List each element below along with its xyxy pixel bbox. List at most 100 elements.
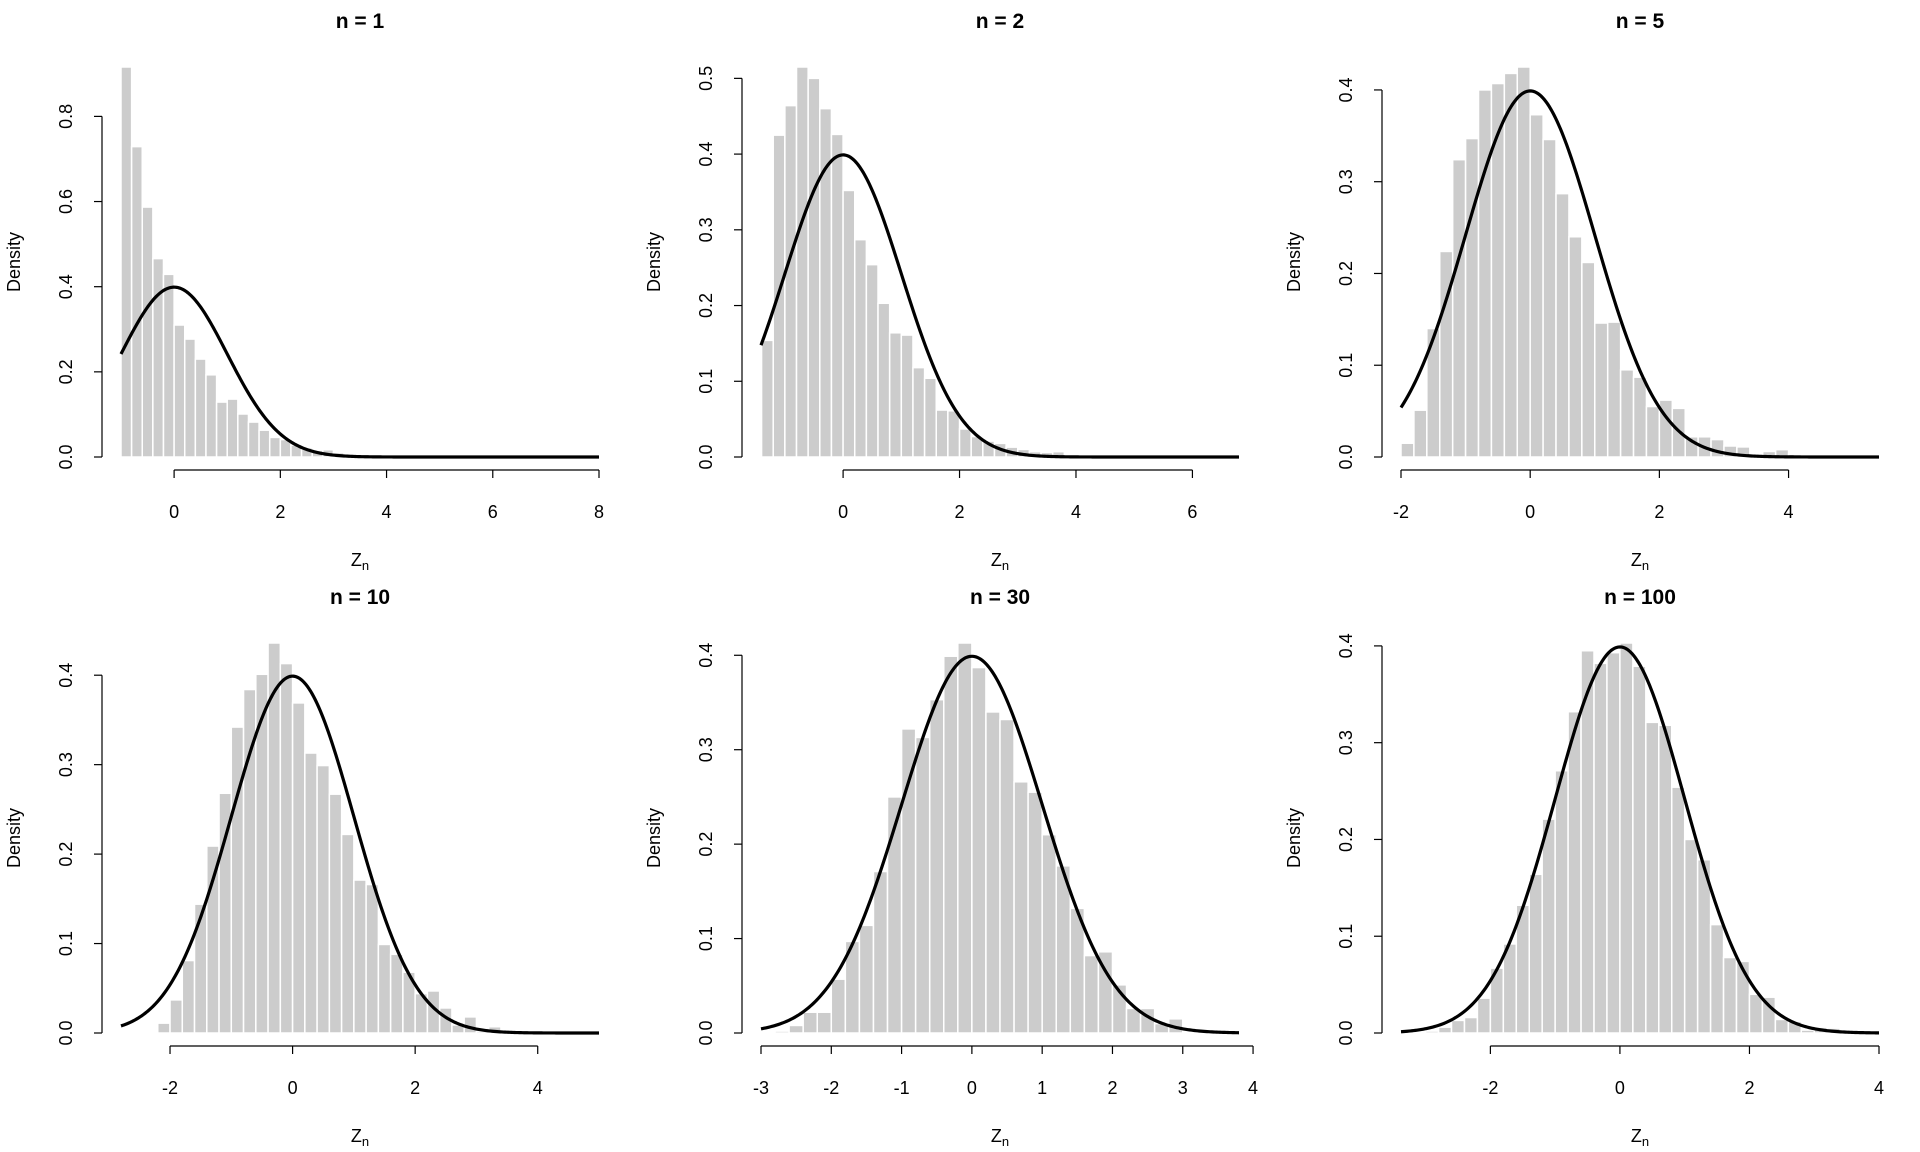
- panel-title: n = 5: [1616, 10, 1665, 33]
- histogram-bar: [957, 642, 973, 1034]
- histogram-bar: [144, 1031, 159, 1034]
- histogram-bar: [807, 77, 821, 458]
- y-axis-label: Density: [644, 232, 664, 292]
- y-tick-label: 0.6: [56, 189, 76, 214]
- histogram-bar: [1581, 261, 1596, 458]
- histogram-bar: [900, 728, 917, 1034]
- y-tick-label: 0.8: [56, 104, 76, 129]
- histogram-bar: [1632, 665, 1647, 1034]
- histogram-bar: [795, 66, 809, 458]
- x-tick-label: 0: [838, 502, 848, 522]
- histogram-bar: [1529, 113, 1544, 458]
- histogram-bar: [816, 1011, 833, 1034]
- bars: [1424, 642, 1841, 1034]
- histogram-bar: [226, 398, 239, 458]
- histogram-bar: [1476, 997, 1492, 1034]
- x-tick-label: 2: [955, 502, 965, 522]
- histogram-bar: [1632, 376, 1648, 458]
- histogram-bar: [1542, 138, 1557, 458]
- x-tick-label: 4: [382, 502, 392, 522]
- histogram-bar: [865, 263, 879, 458]
- y-tick-label: 0.5: [696, 66, 716, 91]
- histogram-bar: [914, 736, 931, 1034]
- histogram-panel-6: n = 100 0.0 0.1 0.2 0.3 0.4 Density -2 0 2 4 Zn: [1284, 586, 1884, 1149]
- histogram-bar: [291, 702, 306, 1034]
- histogram-panel-1: n = 1 0.0 0.2 0.4 0.6 0.8 Density 0 2 4 6 8 Zn: [4, 10, 604, 573]
- y-tick-label: 0.1: [56, 931, 76, 956]
- x-tick-label: 1: [1037, 1078, 1047, 1098]
- histogram-bar: [1645, 405, 1661, 458]
- y-tick-label: 0.2: [56, 842, 76, 867]
- x-tick-label: -1: [894, 1078, 910, 1098]
- histogram-bar: [1182, 1031, 1198, 1034]
- histogram-bar: [928, 698, 945, 1034]
- histogram-bar: [802, 1011, 818, 1034]
- histogram-bar: [218, 792, 233, 1034]
- histogram-bar: [877, 302, 891, 458]
- histogram-panel-4: n = 10 0.0 0.1 0.2 0.3 0.4 Density -2 0 2 4 Zn: [4, 586, 599, 1149]
- normal-density-curve: [119, 285, 599, 459]
- y-tick-label: 0.2: [1336, 827, 1356, 852]
- histogram-bar: [947, 410, 961, 458]
- histogram-bar: [193, 903, 208, 1034]
- histogram-bar: [316, 764, 331, 1034]
- y-axis-label: Density: [4, 808, 24, 868]
- y-tick-label: 0.3: [1336, 730, 1356, 755]
- x-axis-label-subscript: n: [1642, 558, 1649, 573]
- histogram-bar: [935, 409, 949, 458]
- x-tick-label: -2: [1393, 502, 1409, 522]
- histogram-bar: [912, 366, 926, 458]
- y-tick-label: 0.0: [696, 444, 716, 469]
- y-tick-label: 0.1: [696, 926, 716, 951]
- y-tick-label: 0.4: [1336, 77, 1356, 102]
- y-tick-label: 0.0: [56, 444, 76, 469]
- y-axis-label: Density: [644, 808, 664, 868]
- histogram-bar: [1027, 791, 1043, 1034]
- histogram-bar: [830, 133, 844, 458]
- histogram-bar: [365, 883, 380, 1034]
- normal-density-curve: [120, 674, 599, 1035]
- x-tick-label: -2: [823, 1078, 839, 1098]
- x-axis-label-subscript: n: [1002, 1134, 1009, 1149]
- y-tick-label: 0.4: [696, 142, 716, 167]
- histogram-bar: [1658, 724, 1673, 1034]
- histogram-bar: [183, 338, 197, 458]
- histogram-bar: [760, 339, 774, 458]
- histogram-bar: [1083, 954, 1100, 1034]
- histogram-bar: [1670, 786, 1686, 1034]
- histogram-bar: [900, 334, 914, 458]
- bars: [760, 66, 1066, 458]
- x-axis-label-main: Z: [991, 1126, 1002, 1146]
- histogram-bar: [1413, 409, 1428, 458]
- histogram-bar: [1800, 1029, 1815, 1034]
- histogram-bar: [943, 655, 959, 1034]
- normal-density-curve: [1399, 89, 1879, 459]
- x-axis-label: Zn: [351, 550, 369, 573]
- x-tick-label: 0: [1615, 1078, 1625, 1098]
- histogram-bar: [1645, 721, 1660, 1034]
- histogram-bar: [999, 718, 1015, 1034]
- x-tick-label: 8: [594, 502, 604, 522]
- y-tick-label: 0.3: [1336, 169, 1356, 194]
- histogram-bar: [923, 377, 937, 458]
- histogram-bar: [872, 870, 889, 1034]
- histogram-bar: [1503, 72, 1519, 458]
- normal-density-curve: [759, 153, 1239, 459]
- x-tick-label: 4: [1784, 502, 1794, 522]
- x-tick-label: -3: [753, 1078, 769, 1098]
- histogram-bar: [1748, 993, 1764, 1034]
- bars: [120, 66, 388, 458]
- histogram-bar: [181, 959, 196, 1034]
- histogram-bar: [237, 413, 250, 458]
- histogram-bar: [1619, 369, 1635, 458]
- y-tick-label: 0.0: [1336, 1020, 1356, 1045]
- x-axis-label: Zn: [1631, 550, 1649, 573]
- histogram-bar: [1450, 1019, 1466, 1034]
- normal-density-curve: [1400, 645, 1880, 1035]
- histogram-bar: [830, 978, 847, 1034]
- x-tick-label: 2: [275, 502, 285, 522]
- y-tick-label: 0.2: [1336, 261, 1356, 286]
- x-tick-label: 3: [1178, 1078, 1188, 1098]
- y-axis-label: Density: [4, 232, 24, 292]
- histogram-bar: [1541, 818, 1556, 1034]
